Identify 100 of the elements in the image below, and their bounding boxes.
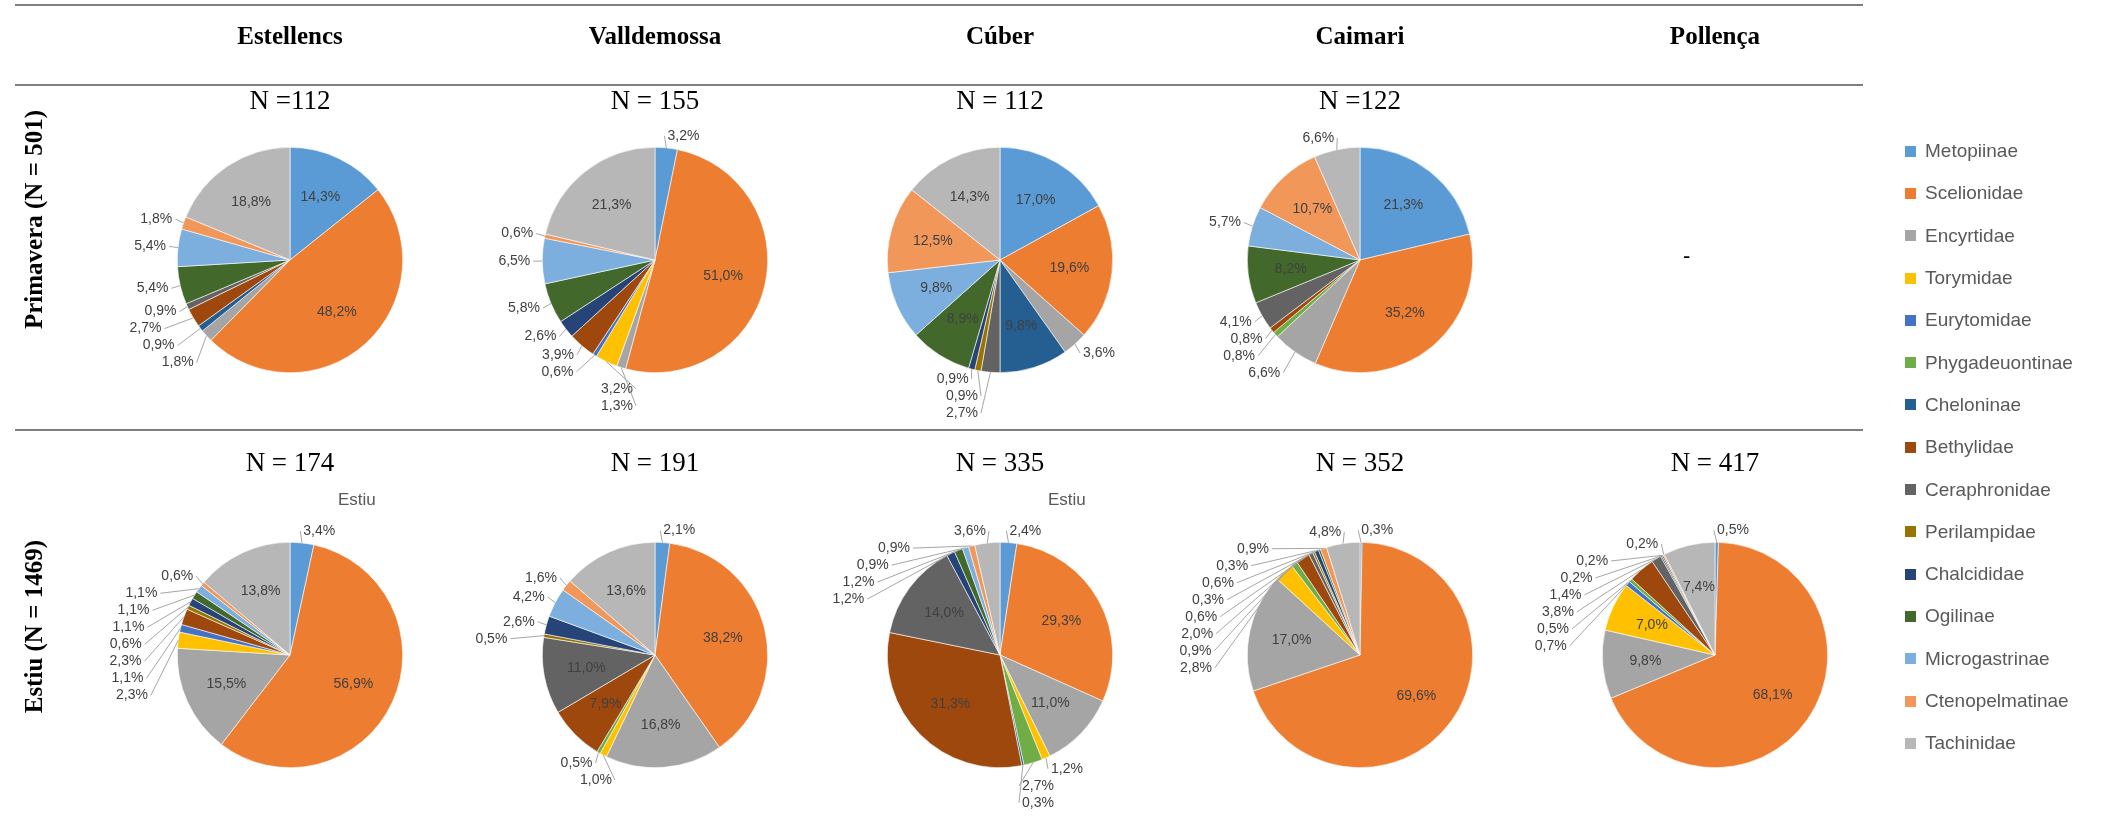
data-label: 35,2% bbox=[1385, 304, 1425, 321]
legend-label: Encyrtidae bbox=[1924, 223, 2016, 248]
chart-title: Estellencs bbox=[236, 22, 344, 50]
data-label: 6,6% bbox=[1248, 363, 1281, 380]
data-label: 1,0% bbox=[579, 770, 612, 787]
data-label: 0,6% bbox=[161, 567, 194, 584]
data-label: 17,0% bbox=[1271, 631, 1312, 648]
data-label: 1,2% bbox=[832, 589, 865, 606]
data-label: 2,3% bbox=[109, 652, 142, 669]
data-label: 9,8% bbox=[1005, 317, 1038, 334]
data-label: 2,8% bbox=[1180, 658, 1212, 675]
data-label: 7,4% bbox=[1682, 577, 1715, 594]
chart-title: Valldemossa bbox=[587, 22, 723, 50]
chart-title: N = 191 bbox=[609, 447, 701, 478]
text: Estiu bbox=[338, 490, 376, 510]
data-label: 48,2% bbox=[316, 302, 357, 319]
data-label: 5,7% bbox=[1209, 213, 1242, 230]
data-label: 0,6% bbox=[109, 635, 142, 652]
chart-title: N = 417 bbox=[1669, 447, 1761, 478]
data-label: 0,6% bbox=[1185, 607, 1218, 624]
data-label: 0,5% bbox=[475, 629, 508, 646]
data-label: 3,6% bbox=[954, 521, 986, 538]
data-label: 21,3% bbox=[591, 196, 632, 213]
data-label: 0,9% bbox=[946, 386, 978, 403]
data-label: 0,5% bbox=[1537, 619, 1570, 636]
legend-label: Bethylidae bbox=[1924, 435, 2015, 460]
chart-subtitle: N =112 bbox=[248, 85, 332, 116]
data-label: 2,0% bbox=[1181, 624, 1214, 641]
data-label: 10,7% bbox=[1292, 199, 1333, 216]
data-label: 6,6% bbox=[1302, 128, 1335, 145]
data-label: 29,3% bbox=[1041, 612, 1082, 629]
data-label: 0,6% bbox=[501, 224, 534, 241]
data-label: 3,6% bbox=[1083, 343, 1115, 360]
data-label: 0,2% bbox=[1560, 568, 1593, 585]
data-label: 51,0% bbox=[703, 266, 743, 283]
data-label: 11,0% bbox=[1030, 694, 1070, 711]
data-label: 2,1% bbox=[663, 521, 696, 538]
chart-subtitle: N = 112 bbox=[955, 85, 1045, 116]
legend-label: Perilampidae bbox=[1924, 519, 2037, 544]
data-label: 1,1% bbox=[125, 584, 158, 601]
legend-label: Metopiinae bbox=[1924, 139, 2019, 164]
data-label: 0,9% bbox=[144, 302, 177, 319]
legend-label: Scelionidae bbox=[1924, 181, 2025, 206]
data-label: 7,0% bbox=[1635, 615, 1668, 632]
data-label: 18,8% bbox=[231, 192, 272, 209]
data-label: 2,7% bbox=[1022, 776, 1054, 793]
data-label: 2,4% bbox=[1009, 521, 1042, 538]
data-label: 0,3% bbox=[1022, 793, 1054, 810]
data-label: 1,1% bbox=[112, 618, 145, 635]
legend-label: Eurytomidae bbox=[1924, 308, 2033, 333]
data-label: 0,6% bbox=[541, 362, 574, 379]
legend-label: Phygadeuontinae bbox=[1924, 350, 2073, 375]
chart-title: N = 335 bbox=[954, 447, 1046, 478]
data-label: 15,5% bbox=[206, 674, 247, 691]
data-label: 13,8% bbox=[240, 582, 281, 599]
data-label: 14,3% bbox=[300, 187, 341, 204]
data-label: 0,8% bbox=[1230, 329, 1263, 346]
data-label: 1,3% bbox=[601, 396, 633, 413]
text: - bbox=[1683, 243, 1691, 269]
data-label: 16,8% bbox=[640, 715, 681, 732]
legend-label: Ogilinae bbox=[1924, 604, 1996, 629]
legend-label: Chalcididae bbox=[1924, 562, 2026, 587]
data-label: 3,9% bbox=[542, 345, 575, 362]
chart-title: N = 352 bbox=[1314, 447, 1406, 478]
data-label: 9,8% bbox=[1629, 651, 1662, 668]
data-label: 7,9% bbox=[589, 695, 622, 712]
data-label: 1,1% bbox=[111, 669, 144, 686]
data-label: 3,2% bbox=[601, 379, 633, 396]
data-label: 1,4% bbox=[1549, 585, 1582, 602]
text: Estiu (N = 1469) bbox=[20, 540, 48, 714]
chart-subtitle: N = 155 bbox=[609, 85, 701, 116]
data-label: 0,5% bbox=[1716, 521, 1749, 538]
data-label: 0,9% bbox=[856, 555, 889, 572]
chart-subtitle: N =122 bbox=[1318, 85, 1402, 116]
data-label: 0,9% bbox=[936, 369, 969, 386]
data-label: 0,3% bbox=[1361, 521, 1394, 538]
legend-label: Ceraphronidae bbox=[1924, 477, 2052, 502]
data-label: 1,1% bbox=[117, 601, 150, 618]
legend-label: Cheloninae bbox=[1924, 392, 2023, 417]
data-label: 0,9% bbox=[1237, 539, 1270, 556]
data-label: 0,2% bbox=[1626, 534, 1659, 551]
data-label: 17,0% bbox=[1015, 190, 1056, 207]
data-label: 5,8% bbox=[508, 298, 540, 315]
text: Estiu bbox=[1048, 490, 1086, 510]
data-label: 3,2% bbox=[667, 126, 700, 143]
data-label: 38,2% bbox=[703, 629, 743, 646]
data-label: 68,1% bbox=[1752, 685, 1793, 702]
data-label: 4,2% bbox=[512, 587, 545, 604]
data-label: 5,4% bbox=[136, 279, 169, 296]
data-label: 2,7% bbox=[946, 403, 978, 420]
data-label: 1,6% bbox=[525, 568, 557, 585]
data-label: 6,5% bbox=[498, 252, 531, 269]
data-label: 2,3% bbox=[115, 686, 148, 703]
text: Pollença bbox=[1668, 22, 1762, 50]
data-label: 0,9% bbox=[878, 538, 910, 555]
chart-title: N = 174 bbox=[244, 447, 336, 478]
data-label: 2,6% bbox=[524, 327, 557, 344]
legend-label: Microgastrinae bbox=[1924, 646, 2051, 671]
data-label: 14,3% bbox=[949, 187, 990, 204]
data-label: 0,8% bbox=[1223, 346, 1256, 363]
